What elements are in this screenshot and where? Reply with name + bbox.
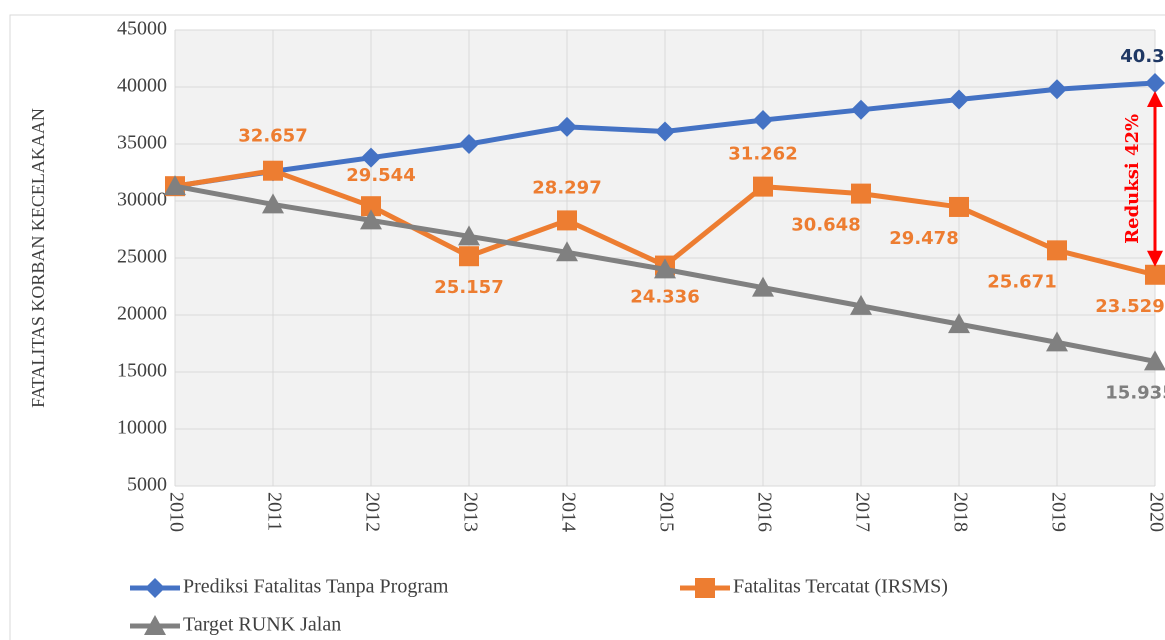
marker xyxy=(1144,350,1165,371)
marker xyxy=(557,210,577,231)
marker xyxy=(1145,264,1165,285)
data-label: 29.478 xyxy=(889,228,958,249)
annotation: Reduksi 42% xyxy=(1122,114,1143,244)
marker xyxy=(655,121,675,142)
y-axis-title: FATALITAS KORBAN KECELAKAAN xyxy=(28,108,48,408)
y-tick-label: 20000 xyxy=(117,303,167,325)
marker xyxy=(164,175,186,196)
legend-marker xyxy=(144,615,166,635)
x-tick-label: 2019 xyxy=(1047,492,1069,532)
marker xyxy=(1047,79,1067,100)
marker xyxy=(1046,331,1068,352)
x-tick-label: 2010 xyxy=(165,492,187,532)
y-tick-label: 40000 xyxy=(117,75,167,97)
x-tick-label: 2017 xyxy=(851,492,873,532)
legend-marker xyxy=(695,578,715,598)
data-label: 23.529 xyxy=(1095,296,1164,317)
marker xyxy=(851,99,871,120)
legend-item: Prediksi Fatalitas Tanpa Program xyxy=(130,576,449,598)
x-tick-label: 2020 xyxy=(1145,492,1165,532)
marker xyxy=(949,196,969,217)
data-label: 31.262 xyxy=(728,144,797,165)
marker xyxy=(654,258,676,279)
x-tick-label: 2015 xyxy=(655,492,677,532)
x-tick-label: 2018 xyxy=(949,492,971,532)
x-tick-label: 2016 xyxy=(753,492,775,532)
y-tick-label: 30000 xyxy=(117,189,167,211)
data-label: 29.544 xyxy=(346,165,415,186)
y-tick-label: 15000 xyxy=(117,360,167,382)
marker xyxy=(1047,240,1067,261)
marker xyxy=(361,147,381,168)
marker xyxy=(557,116,577,137)
marker xyxy=(851,183,871,204)
data-label: 25.671 xyxy=(987,271,1056,292)
x-tick-label: 2012 xyxy=(361,492,383,532)
data-label: 24.336 xyxy=(630,287,699,308)
marker xyxy=(948,313,970,334)
y-tick-label: 10000 xyxy=(117,417,167,439)
legend-item: Target RUNK Jalan xyxy=(130,614,341,636)
marker xyxy=(459,246,479,267)
data-label: 25.157 xyxy=(434,277,503,298)
marker xyxy=(360,209,382,230)
marker xyxy=(361,196,381,217)
legend-label: Target RUNK Jalan xyxy=(183,614,341,636)
arrow-head xyxy=(1147,90,1163,107)
marker xyxy=(949,89,969,110)
arrow-head xyxy=(1147,250,1163,267)
y-tick-label: 5000 xyxy=(127,474,167,496)
marker xyxy=(262,193,284,214)
data-label: 28.297 xyxy=(532,177,601,198)
data-label: 40.356 xyxy=(1120,46,1165,67)
y-tick-label: 25000 xyxy=(117,246,167,268)
data-label: 15.935 xyxy=(1105,382,1165,403)
marker xyxy=(753,110,773,131)
marker xyxy=(850,294,872,315)
data-label: 30.648 xyxy=(791,215,860,236)
marker xyxy=(1145,72,1165,93)
marker xyxy=(556,241,578,262)
x-tick-label: 2011 xyxy=(263,492,285,531)
marker xyxy=(752,276,774,297)
marker xyxy=(753,176,773,197)
x-tick-label: 2014 xyxy=(557,492,579,532)
x-tick-label: 2013 xyxy=(459,492,481,532)
y-tick-label: 35000 xyxy=(117,132,167,154)
marker xyxy=(459,134,479,154)
y-tick-label: 45000 xyxy=(117,18,167,40)
marker xyxy=(458,225,480,246)
marker xyxy=(263,160,283,181)
legend-label: Prediksi Fatalitas Tanpa Program xyxy=(183,576,449,598)
legend-item: Fatalitas Tercatat (IRSMS) xyxy=(680,576,948,598)
legend-marker xyxy=(145,578,165,598)
legend-label: Fatalitas Tercatat (IRSMS) xyxy=(733,576,948,598)
data-label: 32.657 xyxy=(238,126,307,147)
